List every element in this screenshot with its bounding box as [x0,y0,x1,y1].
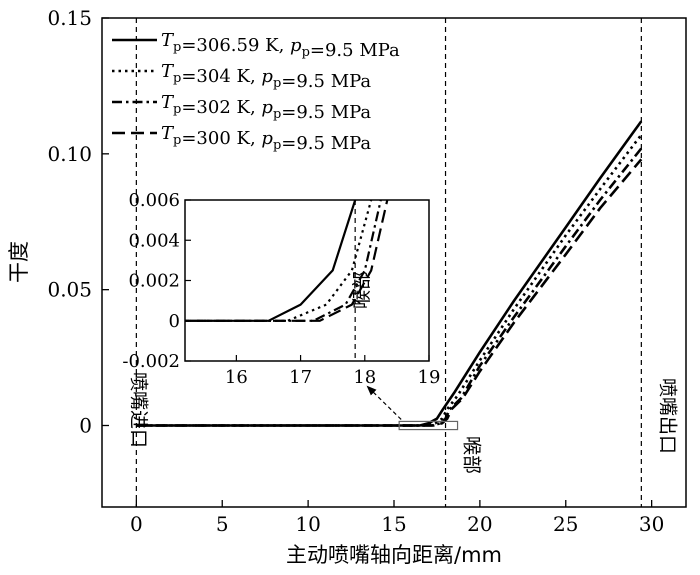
inset-x-tick-label-2: 17 [289,367,312,388]
vline-label-3: 喷嘴出口 [656,378,678,454]
x-tick-label-5: 20 [467,512,492,536]
zoom-box [398,420,459,431]
x-tick-label-4: 15 [381,512,406,536]
inset-y-tick-label-3: 0.002 [128,271,180,292]
inset-x-tick-label-1: 16 [225,367,248,388]
main-axis-ticks: 0 5 10 15 20 25 30 0 0.05 0.10 0.15 [47,6,664,536]
vline-label-1: 喷嘴进口 [127,372,149,448]
inset-x-tick-label-4: 19 [418,367,441,388]
inset-series-line-4 [185,200,389,322]
y-tick-label-1: 0 [79,414,92,438]
inset-vline-label: 喉部 [351,271,373,309]
y-axis-title: 干度 [7,241,31,283]
series-line-2 [136,134,643,427]
legend-entry-4: Tp=300 K, pp=9.5 MPa [161,123,371,154]
legend-entry-2: Tp=304 K, pp=9.5 MPa [161,61,371,92]
series-line-4 [136,158,643,427]
inset-background [185,200,429,361]
x-tick-label-6: 25 [553,512,578,536]
x-tick-label-7: 30 [639,512,664,536]
inset-vline: 喉部 [351,200,373,361]
inset-y-tick-label-5: 0.006 [128,190,180,211]
series-line-1 [136,120,643,427]
x-tick-label-3: 10 [295,512,320,536]
y-tick-label-3: 0.10 [47,142,92,166]
x-tick-label-2: 5 [216,512,229,536]
annotations [366,385,459,431]
inset-series-line-3 [185,200,383,322]
inset-y-tick-label-2: 0 [169,311,180,332]
inset-y-tick-label-4: 0.004 [128,230,180,251]
y-tick-label-2: 0.05 [47,278,92,302]
vline-label-2: 喉部 [461,436,483,474]
zoom-arrow [366,385,402,420]
legend-entry-1: Tp=306.59 K, pp=9.5 MPa [161,30,400,61]
x-axis-title: 主动喷嘴轴向距离/mm [286,543,502,567]
y-tick-label-4: 0.15 [47,6,92,30]
inset-axis-ticks: 16 17 18 19 -0.002 0 0.002 0.004 0.006 [122,190,440,388]
main-plot-area [136,120,643,427]
inset-series-line-1 [185,200,357,322]
inset-plot: 喉部 16 17 18 19 -0.002 0 0.002 0.004 0.006 [122,190,440,388]
legend-entry-3: Tp=302 K, pp=9.5 MPa [161,92,371,123]
inset-y-tick-label-1: -0.002 [122,351,180,372]
x-tick-label-1: 0 [130,512,143,536]
inset-plot-area [185,200,389,322]
inset-x-tick-label-3: 18 [353,367,376,388]
